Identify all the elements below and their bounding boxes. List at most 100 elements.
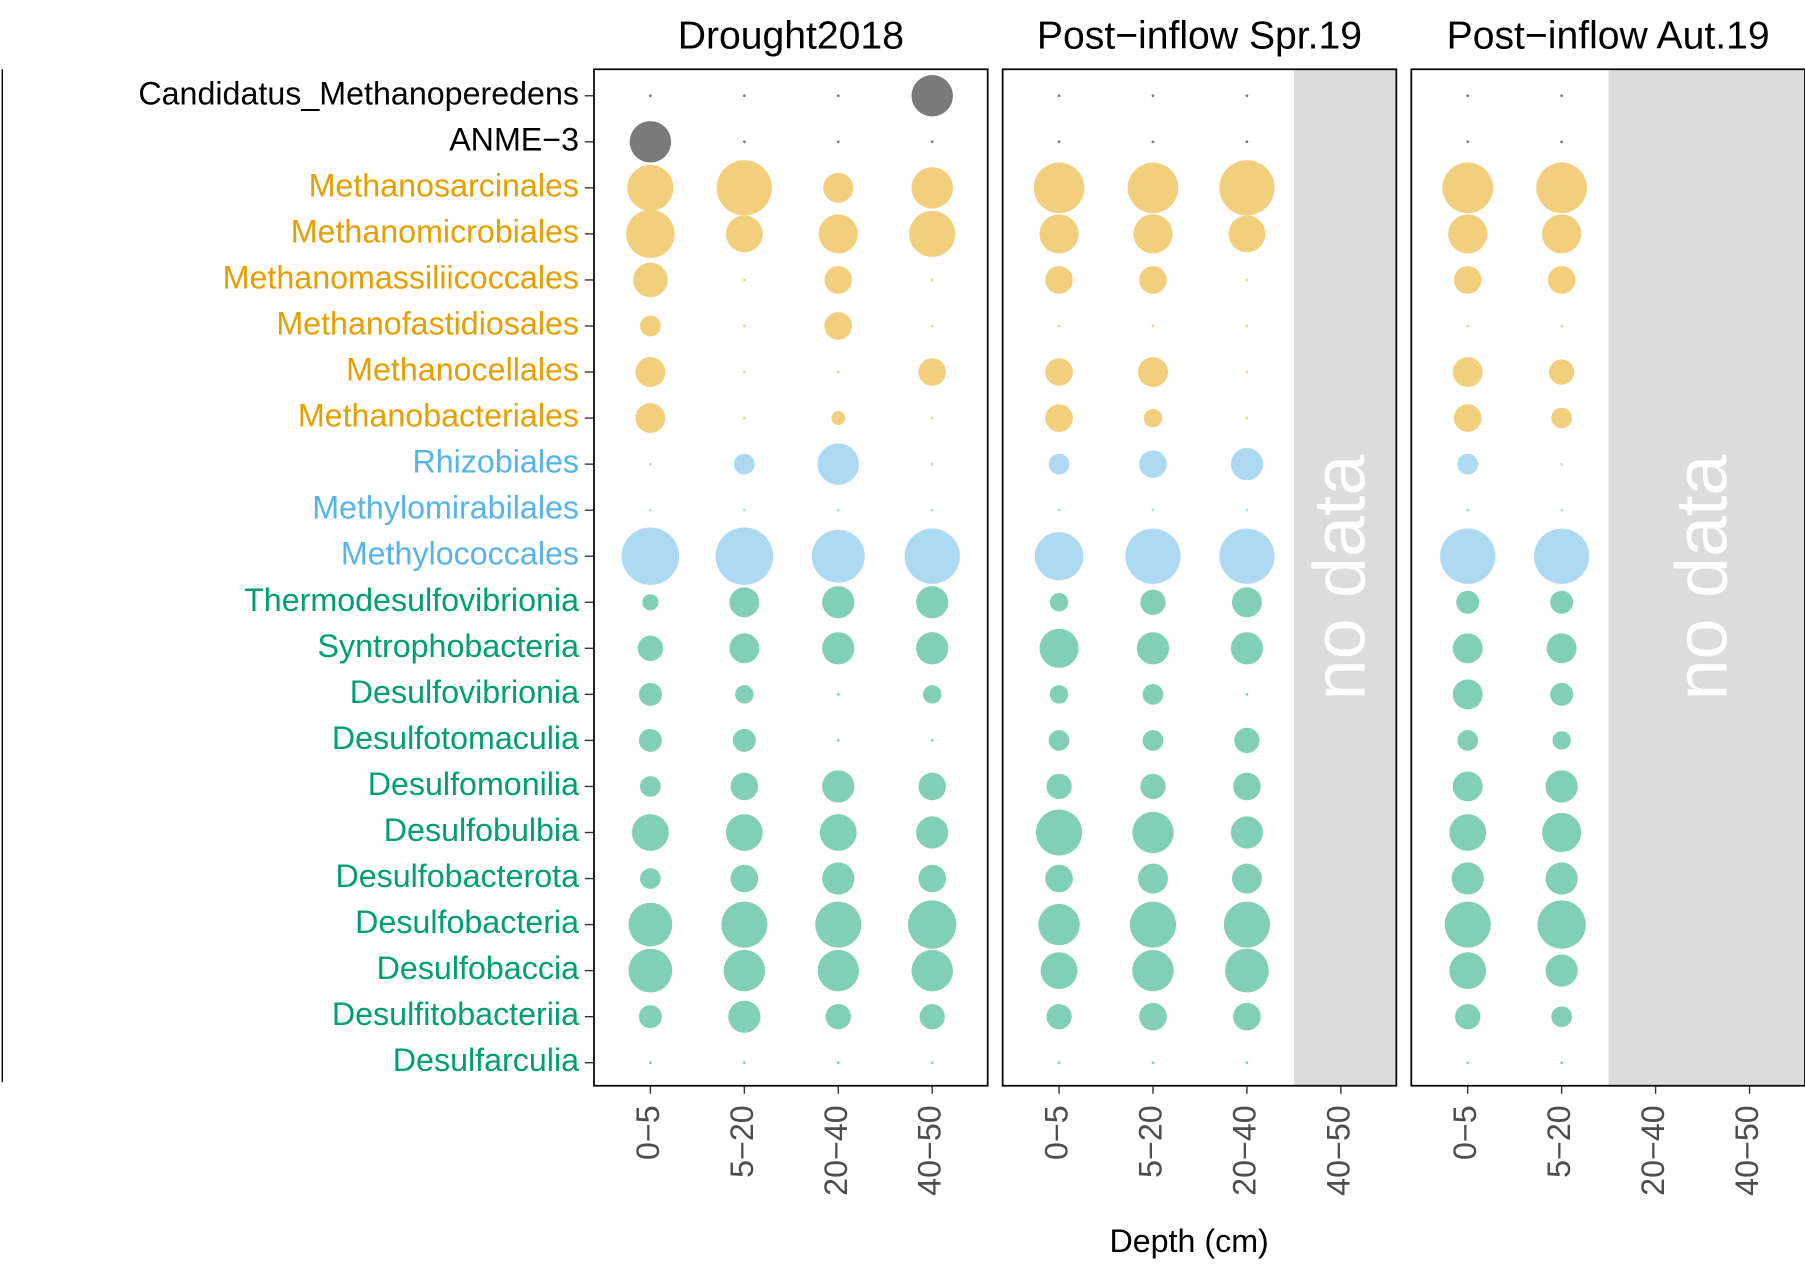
- bubble: [911, 167, 953, 209]
- bubble: [1560, 324, 1564, 328]
- bubble: [649, 508, 652, 512]
- bubble: [1139, 1002, 1167, 1031]
- category-label: Rhizobiales: [412, 444, 579, 480]
- bubble: [822, 770, 855, 803]
- bubble: [918, 772, 947, 801]
- bubble: [1245, 370, 1249, 374]
- bubble: [628, 948, 673, 993]
- bubble: [811, 529, 865, 583]
- bubble: [742, 416, 746, 420]
- bubble: [728, 1000, 761, 1033]
- bubble: [909, 210, 956, 257]
- bubble: [1452, 633, 1483, 664]
- bubble: [1560, 94, 1564, 98]
- bubble: [723, 949, 766, 992]
- bubble: [819, 814, 857, 851]
- bubble: [1151, 508, 1155, 512]
- bubble: [1560, 508, 1564, 512]
- category-label: Methanobacteriales: [298, 398, 579, 434]
- bubble: [635, 357, 666, 388]
- category-label: Desulfarculia: [393, 1042, 579, 1078]
- bubble: [930, 140, 934, 144]
- bubble: [817, 443, 859, 485]
- bubble: [1143, 408, 1163, 428]
- bubble: [1039, 628, 1079, 668]
- bubble: [1442, 162, 1494, 214]
- bubble: [626, 209, 675, 259]
- bubble: [1219, 160, 1275, 216]
- bubble: [1132, 949, 1174, 992]
- bubble: [1139, 450, 1167, 478]
- bubble: [1560, 140, 1564, 144]
- bubble: [1466, 324, 1470, 328]
- bubble: [1453, 404, 1482, 432]
- bubble: [1545, 770, 1578, 803]
- bubble: [930, 416, 934, 420]
- bubble: [1444, 901, 1491, 948]
- bubble: [1546, 633, 1577, 664]
- bubble: [908, 900, 957, 949]
- bubble: [1142, 730, 1164, 751]
- bubble: [822, 586, 855, 619]
- bubble: [629, 121, 672, 163]
- x-axis-label: Depth (cm): [1109, 1223, 1268, 1259]
- bubble: [930, 278, 934, 282]
- bubble: [823, 172, 854, 203]
- bubble: [1545, 862, 1578, 895]
- bubble: [649, 462, 652, 466]
- category-label: Methylomirabilales: [312, 490, 579, 526]
- bubble: [730, 772, 759, 801]
- bubble: [1233, 1002, 1261, 1031]
- panel-title: Post−inflow Spr.19: [1037, 15, 1362, 58]
- no-data-label: no data: [1298, 455, 1381, 701]
- bubble: [1132, 811, 1174, 854]
- category-label: Methanomassiliicoccales: [223, 259, 579, 295]
- bubble: [919, 1004, 945, 1030]
- x-tick-label: 0−5: [1447, 1105, 1483, 1160]
- bubble: [1140, 773, 1166, 800]
- bubble: [742, 140, 746, 144]
- panel-title: Drought2018: [678, 15, 904, 58]
- bubble: [930, 462, 934, 466]
- bubble: [1057, 324, 1061, 328]
- bubble: [1048, 453, 1070, 475]
- category-label: ANME−3: [449, 121, 579, 157]
- bubble: [1456, 590, 1480, 614]
- bubble: [742, 94, 746, 98]
- bubble: [640, 315, 661, 337]
- bubble: [721, 901, 768, 948]
- bubble: [817, 949, 859, 992]
- category-label: Methylococcales: [341, 536, 579, 572]
- no-data-region: [1293, 69, 1397, 1086]
- panel-frame: [593, 68, 989, 1087]
- bubble: [836, 692, 840, 696]
- bubble: [1245, 140, 1249, 144]
- bubble: [918, 864, 947, 893]
- bubble: [1245, 278, 1249, 282]
- bubble: [1466, 1061, 1470, 1065]
- category-label: Thermodesulfovibrionia: [244, 582, 579, 618]
- category-label: Desulfomonilia: [368, 766, 579, 802]
- category-label: Desulfobacteria: [355, 904, 579, 940]
- bubble: [930, 324, 934, 328]
- bubble: [1551, 407, 1573, 429]
- category-label: Desulfobulbia: [384, 812, 579, 848]
- bubble: [930, 739, 934, 742]
- bubble: [911, 949, 953, 992]
- bubble: [1466, 140, 1470, 144]
- x-tick-label: 40−50: [1320, 1105, 1356, 1196]
- bubble: [1542, 214, 1582, 254]
- bubble: [822, 632, 855, 665]
- bubble: [1466, 94, 1470, 98]
- bubble: [1033, 162, 1085, 214]
- bubble: [1048, 730, 1070, 751]
- bubble: [635, 403, 666, 434]
- bubble: [1138, 863, 1168, 894]
- bubble: [621, 527, 680, 586]
- bubble: [638, 1005, 662, 1029]
- no-data-region: [1608, 69, 1805, 1086]
- bubble: [1038, 903, 1080, 946]
- bubble: [1231, 587, 1262, 618]
- bubble: [1440, 528, 1496, 584]
